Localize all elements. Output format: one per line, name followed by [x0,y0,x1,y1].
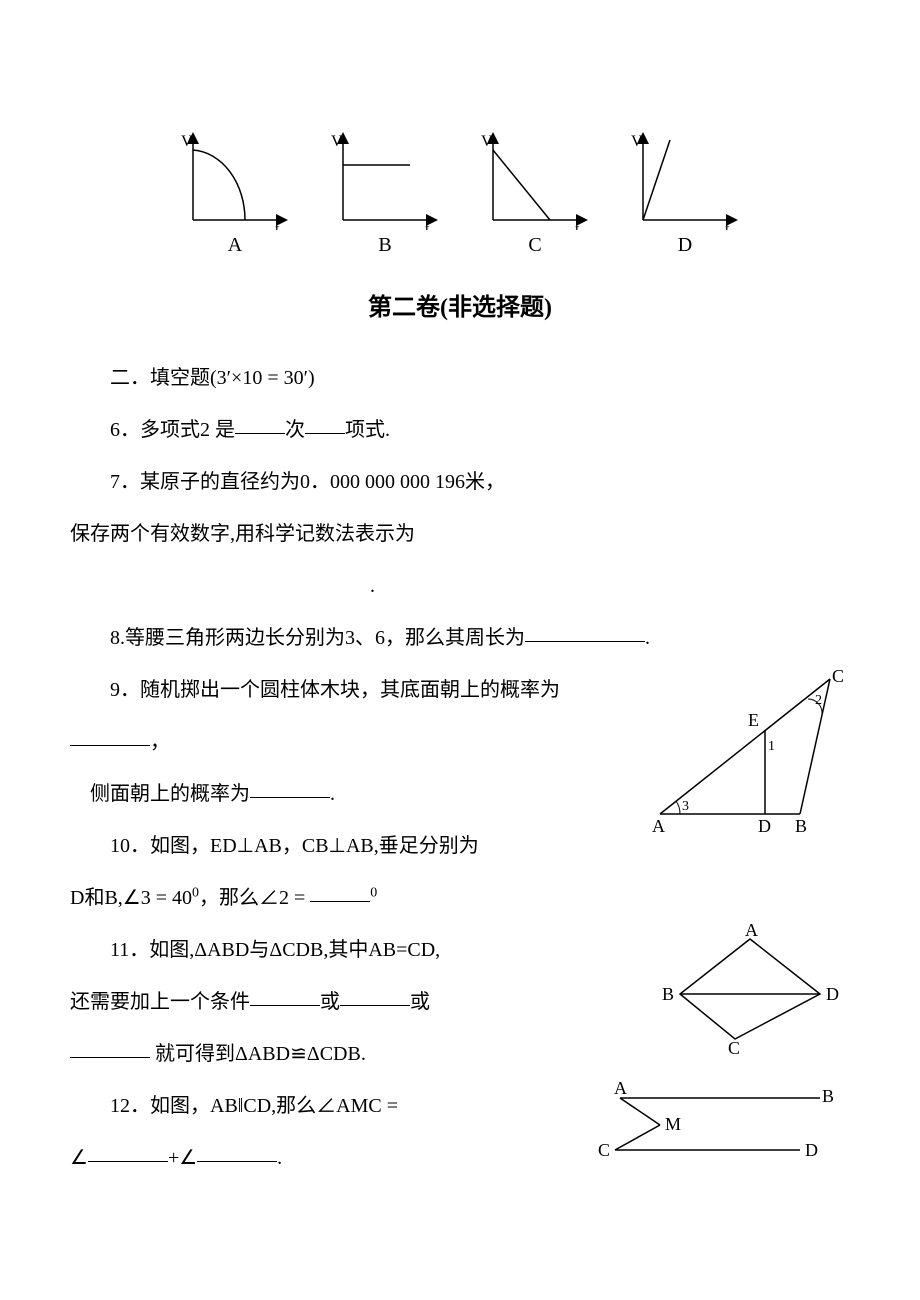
q11-l2c: 或 [410,991,430,1013]
q11-blank-2[interactable] [340,985,410,1006]
question-11-line3: 就可得到ΔABD≌ΔCDB. [70,1028,640,1080]
q9-q10-row: 9．随机掷出一个圆柱体木块，其底面朝上的概率为 ， 侧面朝上的概率为. 10．如图… [70,664,850,924]
figure-q11: A B D C [650,924,850,1054]
chart-d: V t D [625,130,745,257]
question-10-line2: D和B,∠3 = 400，那么∠2 = 0 [70,872,630,924]
q11-row: 11．如图,ΔABD与ΔCDB,其中AB=CD, 还需要加上一个条件 或 或 就可得… [70,924,850,1080]
chart-a-svg: V t [175,130,295,230]
question-8: 8.等腰三角形两边长分别为3、6，那么其周长为. [70,612,850,664]
figure-q12: A B C D M [590,1080,850,1170]
chart-d-label: D [678,234,692,257]
chart-a-label: A [228,234,242,257]
q6-blank-1[interactable] [235,413,285,434]
section-title: 第二卷(非选择题) [70,287,850,322]
question-6: 6．多项式2 是 次 项式. [70,404,850,456]
question-9-line2: 侧面朝上的概率为. [70,768,630,820]
fig10-a3: 3 [682,799,689,814]
q9-l2a: 侧面朝上的概率为 [90,783,250,805]
question-9-line1: 9．随机掷出一个圆柱体木块，其底面朝上的概率为 ， [70,664,630,768]
fig11-B: B [662,984,674,1004]
q12-l2a: ∠ [70,1147,88,1169]
q9-l1b: ， [150,731,170,753]
x-axis-label: t [275,221,280,230]
q6-prefix: 6．多项式2 是 [110,419,235,441]
fig10-B: B [795,816,807,834]
q12-blank-1[interactable] [88,1141,168,1162]
chart-b: V t B [325,130,445,257]
q11-blank-3[interactable] [70,1037,150,1058]
fig12-M: M [665,1114,681,1134]
q11-l3a: 就可得到ΔABD≌ΔCDB. [155,1043,366,1065]
fig12-B: B [822,1086,834,1106]
q12-blank-2[interactable] [197,1141,277,1162]
fig12-A: A [614,1080,627,1098]
y-axis-label: V [331,133,343,150]
q8-blank[interactable] [525,621,645,642]
q7-blank[interactable] [70,570,370,590]
question-7-line3: . [70,560,850,612]
q10-blank[interactable] [310,881,370,902]
x-axis-label: t [725,221,730,230]
fig11-C: C [728,1038,740,1054]
q12-l2b: +∠ [168,1147,197,1169]
q9-blank-1[interactable] [70,725,150,746]
question-10-line1: 10．如图，ED⊥AB，CB⊥AB,垂足分别为 [70,820,630,872]
chart-b-label: B [378,234,391,257]
page: V t A V t B [0,0,920,1244]
q11-l2a: 还需要加上一个条件 [70,991,250,1013]
fig12-D: D [805,1140,818,1160]
fig12-C: C [598,1140,610,1160]
chart-a: V t A [175,130,295,257]
y-axis-label: V [631,133,643,150]
q8-text: 8.等腰三角形两边长分别为3、6，那么其周长为 [110,627,525,649]
fig10-C: C [832,666,844,686]
body-text: 二．填空题(3′×10 = 30′) 6．多项式2 是 次 项式. 7．某原子的直径… [70,352,850,1184]
y-axis-label: V [481,133,493,150]
question-7-line2: 保存两个有效数字,用科学记数法表示为 [70,508,850,560]
figure-q10: A D B C E 1 2 3 [640,664,850,834]
q7-period: . [370,575,375,597]
chart-d-svg: V t [625,130,745,230]
chart-c-svg: V t [475,130,595,230]
x-axis-label: t [575,221,580,230]
q6-mid2: 项式. [345,419,390,441]
q12-row: 12．如图，AB‖CD,那么∠AMC = ∠ +∠. A B C [70,1080,850,1184]
question-12-line1: 12．如图，AB‖CD,那么∠AMC = [70,1080,580,1132]
q11-l2b: 或 [320,991,340,1013]
q9-l1a: 9．随机掷出一个圆柱体木块，其底面朝上的概率为 [110,679,560,701]
q8-tail: . [645,627,650,649]
fig10-a1: 1 [768,739,775,754]
q10-l2b: ，那么∠2 = [199,887,310,909]
fig11-D: D [826,984,839,1004]
fig11-A: A [745,924,758,940]
q11-blank-1[interactable] [250,985,320,1006]
question-12-line2: ∠ +∠. [70,1132,580,1184]
q10-l2a: D和B,∠3 = 40 [70,887,192,909]
chart-b-svg: V t [325,130,445,230]
chart-c-label: C [528,234,541,257]
q9-l2b: . [330,783,335,805]
q6-mid1: 次 [285,419,305,441]
fig10-D: D [758,816,771,834]
x-axis-label: t [425,221,430,230]
q7-line2-text: 保存两个有效数字,用科学记数法表示为 [70,523,415,545]
question-7-line1: 7．某原子的直径约为0．000 000 000 196米， [70,456,850,508]
chart-c: V t C [475,130,595,257]
q10-l2c: 0 [370,885,377,900]
fill-in-header: 二．填空题(3′×10 = 30′) [70,352,850,404]
vt-charts-row: V t A V t B [160,130,760,257]
y-axis-label: V [181,133,193,150]
question-11-line1: 11．如图,ΔABD与ΔCDB,其中AB=CD, [70,924,640,976]
q9-blank-2[interactable] [250,777,330,798]
question-11-line2: 还需要加上一个条件 或 或 [70,976,640,1028]
fig10-E: E [748,710,759,730]
q6-blank-2[interactable] [305,413,345,434]
fig10-a2: 2 [815,693,822,708]
q12-l2c: . [277,1147,282,1169]
fig10-A: A [652,816,665,834]
